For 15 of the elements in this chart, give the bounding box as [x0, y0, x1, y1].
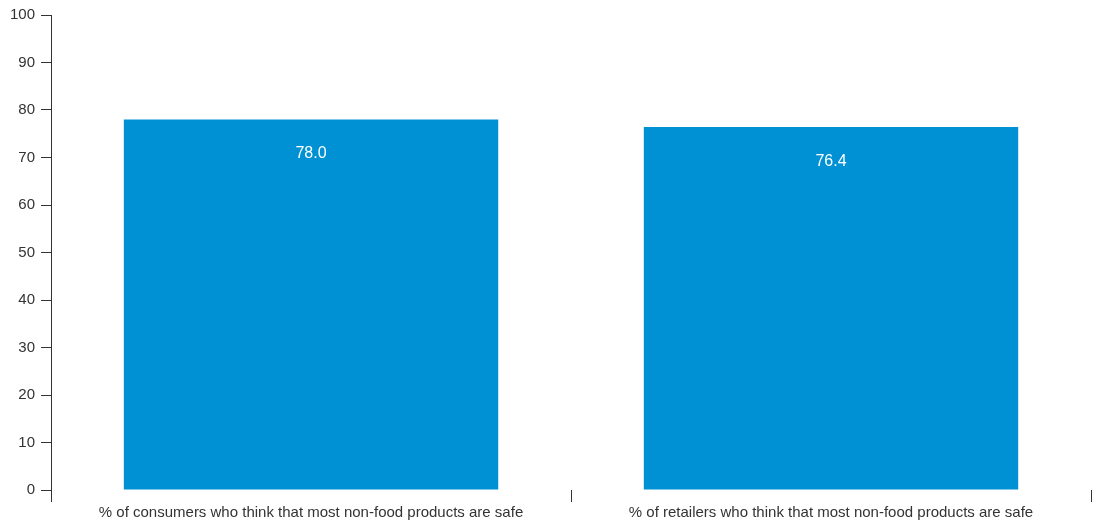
y-tick-label: 20 [18, 385, 36, 403]
y-tick-label: 10 [18, 432, 36, 450]
y-tick-label: 0 [26, 480, 36, 498]
data-label: 76.4 [815, 151, 847, 169]
y-tick-label: 30 [18, 337, 36, 355]
y-tick-label: 80 [18, 100, 36, 118]
y-tick-label: 50 [18, 242, 36, 260]
data-label: 78.0 [295, 143, 327, 161]
x-tick-label: % of retailers who think that most non-food products are safe [628, 503, 1034, 521]
y-tick-label: 60 [18, 195, 36, 213]
y-tick-label: 100 [10, 5, 36, 23]
y-tick-label: 70 [18, 147, 36, 165]
x-tick-label: % of consumers who think that most non-food products are safe [98, 503, 524, 521]
y-tick-label: 90 [18, 52, 36, 70]
y-tick-label: 40 [18, 290, 36, 308]
